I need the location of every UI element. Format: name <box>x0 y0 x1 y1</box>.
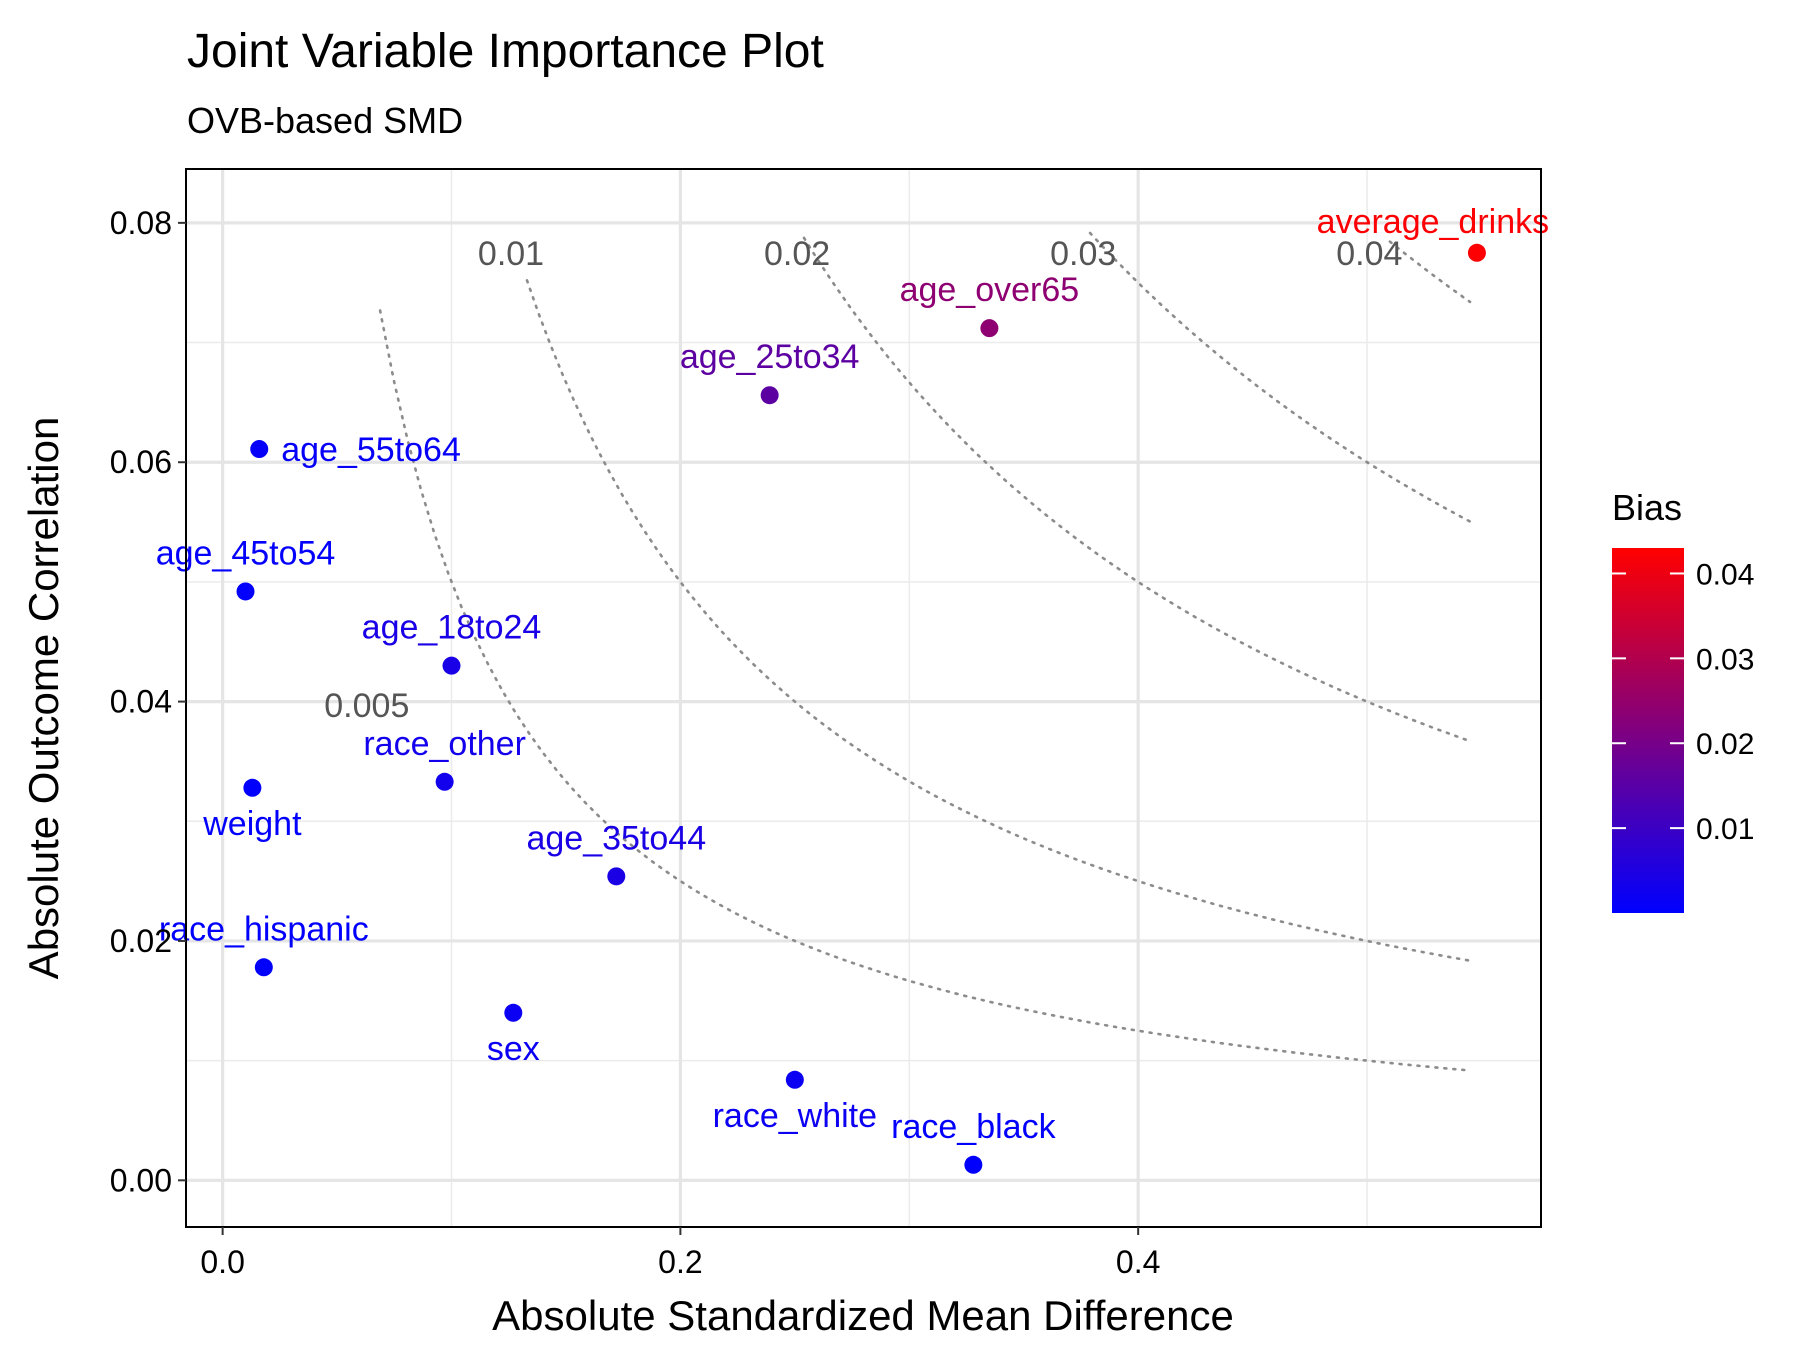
data-point <box>504 1003 523 1022</box>
data-point <box>236 582 255 601</box>
bias-contour-label: 0.02 <box>764 235 830 273</box>
axes: 0.0 0.2 0.4 0.00 0.02 0.04 0.06 0.08 <box>110 205 1161 1280</box>
bias-contour-label: 0.01 <box>478 235 544 273</box>
y-tick-label: 0.08 <box>110 205 172 241</box>
point-label: race_hispanic <box>159 910 369 948</box>
y-tick-label: 0.00 <box>110 1162 172 1198</box>
data-point <box>607 867 626 886</box>
legend-tick-label: 0.03 <box>1696 643 1754 676</box>
legend-tick-label: 0.01 <box>1696 813 1754 846</box>
point-label: weight <box>202 805 302 843</box>
point-label: average_drinks <box>1317 203 1549 241</box>
point-label: age_35to44 <box>526 819 706 857</box>
data-point <box>964 1155 983 1174</box>
data-point <box>243 778 262 797</box>
x-tick-label: 0.2 <box>658 1244 702 1280</box>
y-axis-title: Absolute Outcome Correlation <box>20 417 67 980</box>
y-tick-label: 0.04 <box>110 684 172 720</box>
point-label: race_other <box>363 725 526 763</box>
x-axis-title: Absolute Standardized Mean Difference <box>492 1292 1234 1339</box>
data-point <box>442 656 461 675</box>
legend-title: Bias <box>1612 487 1682 528</box>
data-point <box>250 440 269 459</box>
x-tick-label: 0.4 <box>1116 1244 1160 1280</box>
point-labels: average_drinks age_over65 age_25to34 age_55… <box>156 203 1549 1146</box>
bias-contour-label: 0.03 <box>1050 235 1116 273</box>
legend-tick-label: 0.04 <box>1696 558 1754 591</box>
data-point <box>785 1070 804 1089</box>
y-tick-label: 0.06 <box>110 444 172 480</box>
bias-contour-line <box>1088 231 1472 523</box>
plot-panel-border <box>185 168 1542 1228</box>
data-point <box>980 319 999 338</box>
data-point <box>760 386 779 405</box>
point-label: age_18to24 <box>362 609 542 647</box>
data-points <box>236 243 1486 1174</box>
x-tick-label: 0.0 <box>200 1244 244 1280</box>
legend-colorbar <box>1612 548 1684 913</box>
chart-title: Joint Variable Importance Plot <box>187 25 824 78</box>
y-tick-label: 0.02 <box>110 923 172 959</box>
point-label: age_45to54 <box>156 534 336 572</box>
point-label: race_white <box>713 1097 877 1135</box>
bias-contour-label: 0.04 <box>1336 235 1402 273</box>
point-label: sex <box>487 1030 540 1068</box>
point-label: age_55to64 <box>281 431 461 469</box>
chart-subtitle: OVB-based SMD <box>187 100 463 141</box>
legend: Bias 0.01 0.02 0.03 0.04 <box>1612 487 1754 913</box>
data-point <box>435 772 454 791</box>
data-point <box>254 958 273 977</box>
point-label: age_25to34 <box>680 338 860 376</box>
legend-tick-label: 0.02 <box>1696 728 1754 761</box>
bias-contour-line <box>378 309 1472 1072</box>
bias-contour-label: 0.005 <box>324 687 409 725</box>
grid <box>186 169 1541 1227</box>
data-point <box>1467 243 1486 262</box>
bias-contour-line <box>1388 240 1472 304</box>
bias-contours: 0.005 0.01 0.02 0.03 0.04 <box>324 231 1472 1072</box>
point-label: age_over65 <box>900 271 1080 309</box>
point-label: race_black <box>891 1108 1056 1146</box>
bias-contour-line <box>525 279 1472 963</box>
